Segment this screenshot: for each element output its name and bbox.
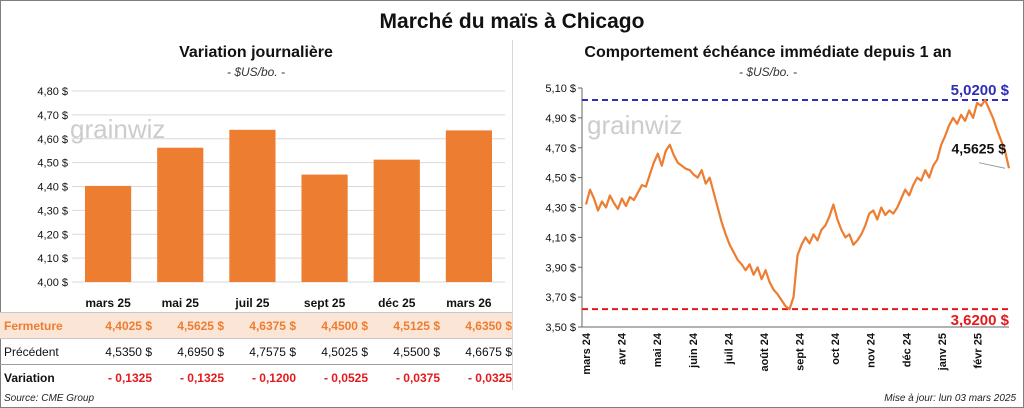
x-tick-label: juin 24 — [688, 332, 700, 369]
fermeture-cell: 4,6375 $ — [224, 312, 296, 339]
y-tick-label: 4,30 $ — [37, 205, 68, 217]
precedent-label: Précédent — [0, 338, 80, 365]
y-tick-label: 4,50 $ — [37, 158, 68, 170]
variation-cell: - 0,0325 — [467, 370, 512, 385]
fermeture-cell: 4,5125 $ — [368, 312, 440, 339]
y-tick-label: 4,80 $ — [37, 86, 68, 98]
precedent-cell: 4,5500 $ — [368, 338, 440, 365]
x-tick-label: oct 24 — [830, 332, 842, 365]
watermark: grainwiz — [587, 110, 682, 140]
watermark: grainwiz — [70, 114, 165, 144]
precedent-cell: 4,5350 $ — [80, 338, 152, 365]
x-tick-label: mars 26 — [446, 296, 492, 310]
fermeture-cell: 4,4025 $ — [80, 312, 152, 339]
fermeture-label: Fermeture — [0, 312, 80, 339]
table-row-precedent: Précédent 4,5350 $ 4,6950 $ 4,7575 $ 4,5… — [0, 338, 512, 365]
y-tick-label: 4,40 $ — [37, 182, 68, 194]
variation-label: Variation — [4, 370, 55, 385]
fermeture-cell: 4,6350 $ — [440, 312, 512, 339]
precedent-cell: 4,6950 $ — [152, 338, 224, 365]
y-tick-label: 4,20 $ — [37, 229, 68, 241]
y-tick-label: 4,60 $ — [37, 134, 68, 146]
x-tick-label: sept 25 — [304, 296, 346, 310]
y-tick-label: 3,70 $ — [545, 292, 576, 304]
x-tick-label: déc 24 — [901, 332, 913, 367]
x-tick-label: mai 25 — [162, 296, 200, 310]
y-tick-label: 3,90 $ — [545, 262, 576, 274]
x-tick-label: mai 24 — [652, 332, 664, 367]
y-tick-label: 4,10 $ — [545, 232, 576, 244]
left-chart-title: Variation journalière — [179, 44, 333, 61]
precedent-cell: 4,5025 $ — [296, 338, 368, 365]
bar — [445, 130, 493, 282]
source-note: Source: CME Group — [4, 393, 95, 404]
x-tick-label: avr 24 — [617, 332, 629, 365]
x-tick-label: mars 24 — [581, 332, 593, 374]
bar — [157, 147, 204, 282]
line-chart: 3,50 $ 3,70 $ 3,90 $ 4,10 $ 4,30 $ 4,50 $ 4,70… — [545, 82, 1011, 375]
bar — [373, 159, 420, 282]
main-title: Marché du maïs à Chicago — [379, 10, 645, 33]
variation-cell: - 0,0375 — [395, 370, 440, 385]
table-row-fermeture: Fermeture 4,4025 $ 4,5625 $ 4,6375 $ 4,4… — [0, 312, 512, 339]
update-note: Mise à jour: lun 03 mars 2025 — [884, 393, 1016, 404]
variation-cell: - 0,1325 — [179, 370, 224, 385]
left-chart-unit: - $US/bo. - — [226, 65, 286, 79]
price-line — [584, 98, 1011, 311]
y-tick-label: 5,10 $ — [545, 83, 576, 95]
reference-label: 5,0200 $ — [951, 82, 1010, 99]
y-tick-label: 4,90 $ — [545, 113, 576, 125]
precedent-cell: 4,7575 $ — [224, 338, 296, 365]
precedent-cell: 4,6675 $ — [440, 338, 512, 365]
bar — [301, 174, 348, 282]
variation-cell: - 0,1200 — [251, 370, 296, 385]
y-tick-label: 4,70 $ — [37, 110, 68, 122]
right-chart-unit: - $US/bo. - — [738, 65, 798, 79]
price-table: Fermeture 4,4025 $ 4,5625 $ 4,6375 $ 4,4… — [0, 312, 512, 390]
x-tick-label: mars 25 — [85, 296, 131, 310]
x-tick-label: janv 25 — [937, 333, 949, 371]
variation-cell: - 0,1325 — [107, 370, 152, 385]
fermeture-cell: 4,5625 $ — [152, 312, 224, 339]
panel-divider — [512, 40, 513, 390]
x-tick-label: juil 24 — [723, 332, 735, 365]
y-tick-label: 4,10 $ — [37, 253, 68, 265]
right-chart-title: Comportement échéance immédiate depuis 1… — [584, 44, 952, 61]
table-row-variation: Variation - 0,1325 - 0,1325 - 0,1200 - 0… — [0, 365, 512, 391]
y-tick-label: 4,50 $ — [545, 173, 576, 185]
y-tick-label: 4,00 $ — [37, 277, 68, 289]
x-tick-label: nov 24 — [866, 332, 878, 368]
last-value-label: 4,5625 $ — [952, 141, 1007, 157]
y-tick-label: 4,30 $ — [545, 203, 576, 215]
bar-chart: 4,00 $ 4,10 $ 4,20 $ 4,30 $ 4,40 $ 4,50 $ 4,60… — [37, 86, 505, 310]
reference-label: 3,6200 $ — [951, 312, 1010, 329]
x-tick-label: août 24 — [759, 332, 771, 371]
y-tick-label: 4,70 $ — [545, 143, 576, 155]
x-tick-label: déc 25 — [378, 296, 416, 310]
fermeture-cell: 4,4500 $ — [296, 312, 368, 339]
y-tick-label: 3,50 $ — [545, 322, 576, 334]
x-tick-label: juil 25 — [234, 296, 269, 310]
bar — [229, 129, 276, 282]
bar — [84, 185, 132, 282]
last-value-leader — [978, 162, 1006, 169]
x-tick-label: sept 24 — [795, 332, 807, 371]
variation-cell: - 0,0525 — [323, 370, 368, 385]
x-tick-label: févr 25 — [972, 333, 984, 368]
